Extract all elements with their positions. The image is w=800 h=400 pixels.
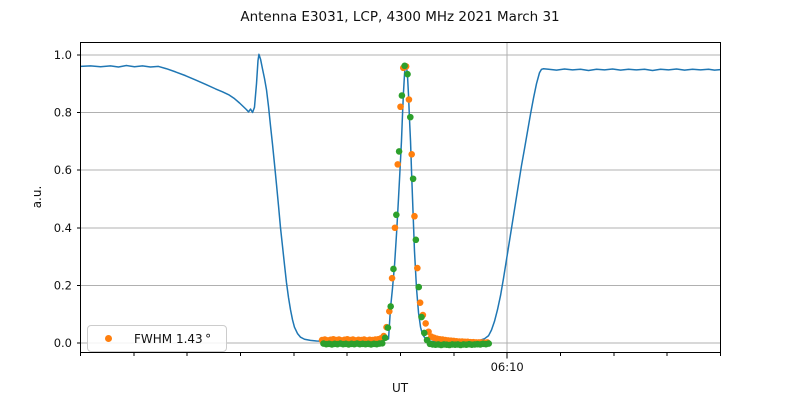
data-layer [80, 53, 721, 349]
y-tick-label: 1.0 [54, 48, 72, 62]
x-tick-label: 06:10 [491, 360, 524, 374]
y-tick-label: 0.6 [54, 163, 72, 177]
fwhm-scan-orange [318, 63, 491, 347]
axes-spines [80, 42, 721, 353]
legend-label: FWHM 1.43 ° [134, 331, 212, 346]
drift-scan-line [80, 53, 721, 343]
y-axis-label: a.u. [30, 185, 44, 209]
axis-ticks [77, 54, 721, 359]
legend: FWHM 1.43 ° [87, 325, 227, 352]
y-tick-label: 0.8 [54, 106, 72, 120]
y-tick-label: 0.0 [54, 336, 72, 350]
fwhm-scan-green [320, 62, 493, 349]
y-tick-label: 0.2 [54, 278, 72, 292]
chart-title: Antenna E3031, LCP, 4300 MHz 2021 March … [240, 9, 560, 25]
tick-labels: 0.0 0.2 0.4 0.6 0.8 1.0 06:10 [54, 48, 524, 374]
y-tick-label: 0.4 [54, 221, 72, 235]
legend-marker-icon [105, 335, 112, 342]
x-axis-label: UT [391, 381, 409, 395]
grid-lines [80, 42, 721, 353]
